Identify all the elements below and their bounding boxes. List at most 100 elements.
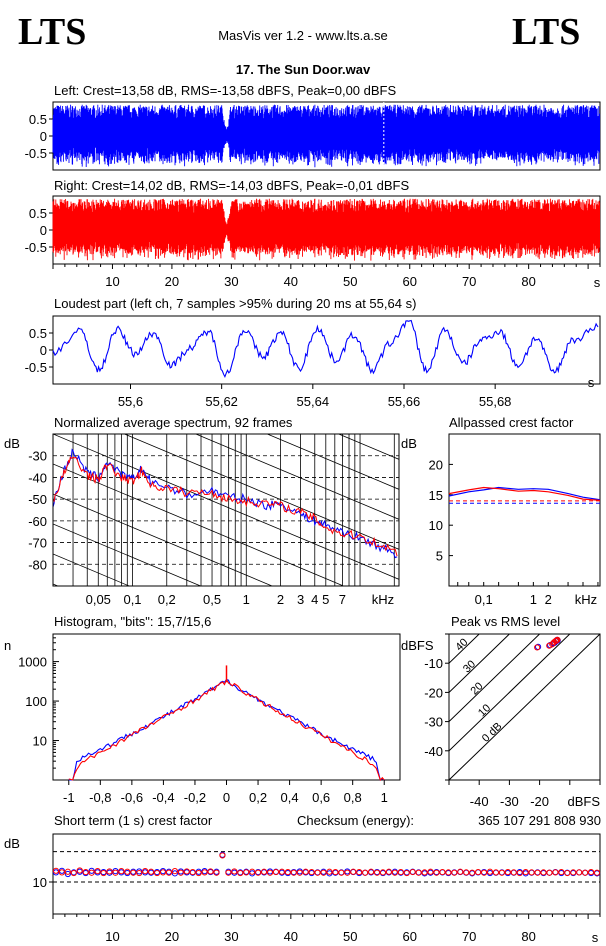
short-term-point [106, 868, 113, 875]
x-tick-label: 0,4 [281, 790, 299, 805]
y-tick-label: -0.5 [25, 146, 47, 161]
y-tick-label: 0.5 [29, 112, 47, 127]
y-tick-label: 0.5 [29, 206, 47, 221]
y-tick-label: 0.5 [29, 326, 47, 341]
loudest-series [52, 319, 599, 379]
x-tick-label: 5 [322, 592, 329, 607]
crest-ylabel: dB [401, 436, 417, 451]
spectrum-ylabel: dB [4, 436, 20, 451]
x-tick-label: 0 [223, 790, 230, 805]
short-term-point [379, 869, 387, 876]
short-term-point [570, 869, 577, 876]
x-tick-label: 4 [311, 592, 318, 607]
short-term-point [391, 869, 398, 876]
slope-line [337, 434, 399, 460]
crest-title: Allpassed crest factor [449, 415, 574, 430]
histogram-left [68, 678, 385, 781]
x-tick-label: 30 [224, 929, 238, 944]
loudest-frame [52, 315, 601, 385]
x-tick-label: 55,6 [118, 394, 143, 409]
short-term-point [58, 869, 66, 876]
x-tick-label: -0,6 [121, 790, 143, 805]
x-tick-label: 0,2 [249, 790, 267, 805]
y-tick-label: 0 [40, 343, 47, 358]
short-term-point [213, 869, 220, 876]
y-tick-label: 1000 [18, 655, 47, 670]
short-term-point [320, 869, 327, 876]
crest-line [449, 634, 571, 752]
loudest-xunit: s [588, 375, 595, 390]
short-term-point [528, 869, 535, 876]
x-tick-label: 10 [105, 929, 119, 944]
crest-line [449, 634, 600, 780]
y-tick-label: 10 [33, 875, 47, 890]
short-term-point [576, 869, 583, 876]
waveform_left-signal [52, 104, 601, 168]
x-tick-label: -1 [63, 790, 75, 805]
short-term-point [564, 869, 571, 877]
short-term-point [225, 869, 232, 876]
histogram-title: Histogram, "bits": 15,7/15,6 [54, 614, 211, 629]
loudest-title: Loudest part (left ch, 7 samples >95% du… [54, 296, 416, 311]
y-tick-label: -0.5 [25, 240, 47, 255]
short-term-point [148, 868, 155, 875]
x-tick-label: 20 [165, 274, 179, 289]
pvr-point [549, 641, 556, 648]
slope-line [53, 553, 131, 586]
crest-line [449, 634, 511, 694]
app-title: MasVis ver 1.2 - www.lts.a.se [218, 28, 388, 43]
x-tick-label: 55,64 [297, 394, 330, 409]
short-term-point [88, 869, 95, 876]
short-term-point [314, 869, 321, 876]
y-tick-label: -60 [28, 514, 47, 529]
short-term-point [255, 869, 262, 876]
short-term-point [153, 869, 161, 877]
short-term-point [427, 868, 434, 875]
short-term-point [415, 869, 422, 876]
short-term-point [171, 870, 178, 877]
short-term-point [451, 869, 458, 876]
short-term-point [243, 869, 250, 876]
short-term-point [350, 868, 357, 875]
short-term-point [76, 867, 83, 874]
short-term-point [112, 869, 119, 876]
short-term-point [486, 868, 494, 875]
short-term-xunit: s [592, 930, 599, 945]
logo-right: LTS [512, 11, 580, 53]
plot-layer: 0.50-0.50.50-0.510 20 30 40 50 60 70 800.50-0.5… [18, 101, 601, 944]
short-term-point [373, 869, 381, 876]
waveform_right-signal [52, 198, 601, 261]
x-tick-label: -0,4 [152, 790, 174, 805]
slope-line [53, 463, 345, 586]
short-term-point [326, 868, 333, 875]
slope-line [266, 434, 399, 490]
x-tick-label: 0,6 [312, 790, 330, 805]
short-term-point [480, 869, 488, 876]
waveform-xunit: s [594, 275, 601, 290]
y-tick-label: -80 [28, 557, 47, 572]
x-tick-label: 50 [343, 274, 357, 289]
short-term-point [421, 869, 428, 876]
pvr-title: Peak vs RMS level [451, 614, 560, 629]
x-tick-label: 80 [521, 929, 535, 944]
short-term-point [130, 869, 137, 876]
y-tick-label: -10 [424, 656, 443, 671]
short-term-point [94, 868, 101, 875]
short-term-point [266, 869, 274, 876]
x-tick-label: -0,2 [184, 790, 206, 805]
short-term-point [308, 868, 315, 876]
slope-line [194, 434, 399, 520]
short-term-point [385, 868, 393, 875]
x-tick-label: 0,5 [203, 592, 221, 607]
x-tick-label: 40 [284, 274, 298, 289]
slope-line [53, 523, 202, 586]
short-term-point [88, 867, 95, 874]
spectrum-right [53, 455, 398, 557]
short-term-point [463, 869, 470, 876]
short-term-point [136, 869, 143, 877]
x-tick-label: 2 [277, 592, 284, 607]
left-wave-title: Left: Crest=13,58 dB, RMS=-13,58 dBFS, P… [54, 83, 396, 98]
y-tick-label: 20 [429, 457, 443, 472]
pvr-point [534, 644, 541, 651]
